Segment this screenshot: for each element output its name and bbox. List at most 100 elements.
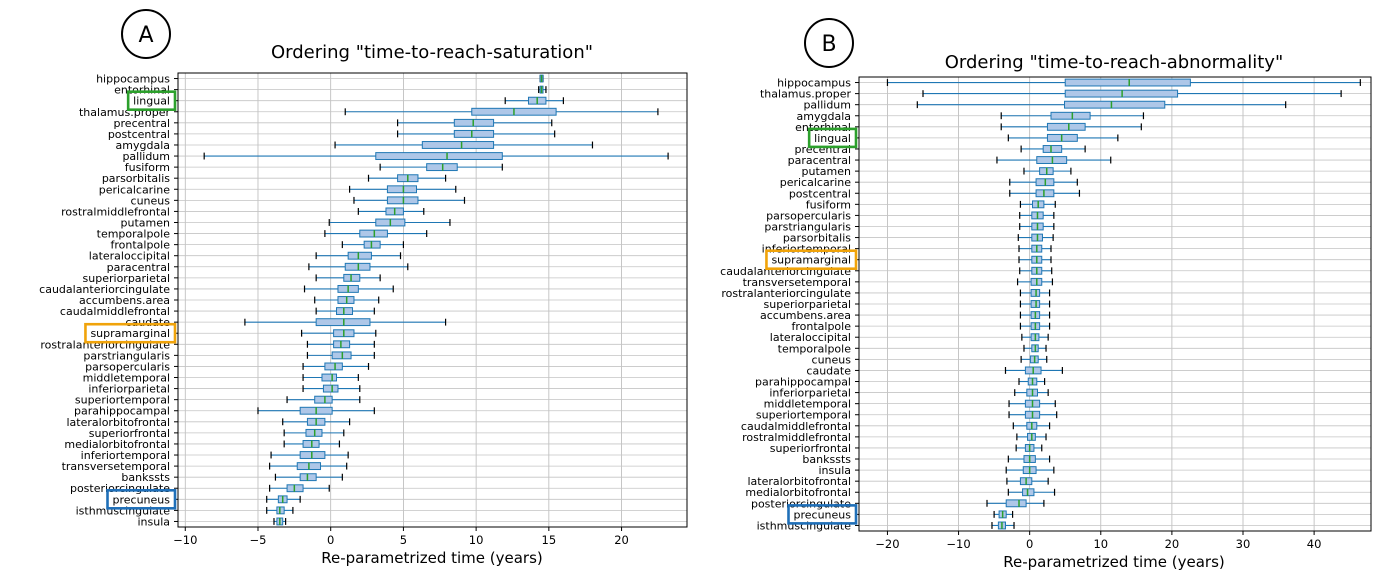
box-thalamus.proper (922, 89, 1342, 98)
chart-title: Ordering "time-to-reach-abnormality" (945, 52, 1283, 73)
row-label-lateralorbitofrontal: lateralorbitofrontal (748, 475, 852, 488)
row-label-postcentral: postcentral (108, 128, 170, 141)
x-tick-label: −5 (250, 533, 267, 547)
box-fusiform (379, 163, 503, 172)
box-iqr (321, 373, 338, 382)
x-tick-label: 40 (1307, 537, 1322, 551)
box-accumbens.area (1019, 311, 1051, 320)
row-label-pericalcarine: pericalcarine (780, 176, 852, 189)
box-caudalmiddlefrontal (1012, 421, 1051, 430)
box-parstriangularis (1019, 222, 1055, 231)
row-label-caudalmiddlefrontal: caudalmiddlefrontal (741, 420, 851, 433)
row-label-pericalcarine: pericalcarine (99, 183, 171, 196)
row-label-cuneus: cuneus (812, 353, 852, 366)
box-entorhinal (538, 85, 547, 94)
panel-a: A Ordering "time-to-reach-saturation" hipp… (39, 9, 688, 567)
x-tick-label: −10 (173, 533, 197, 547)
row-label-accumbens.area: accumbens.area (760, 309, 851, 322)
box-thalamus.proper (344, 107, 659, 116)
row-label-inferiorparietal: inferiorparietal (88, 383, 170, 396)
box-medialorbitofrontal (283, 440, 341, 448)
row-label-parsopercularis: parsopercularis (85, 360, 170, 373)
box-middletemporal (302, 373, 359, 382)
box-iqr (347, 251, 372, 260)
box-iqr (421, 141, 495, 149)
row-label-caudate: caudate (806, 364, 851, 377)
box-superiorparietal (315, 273, 381, 282)
x-tick-label: 20 (1165, 537, 1180, 551)
box-isthmuscingulate (991, 521, 1015, 530)
box-parsopercularis (302, 362, 370, 371)
x-tick-label: −10 (946, 537, 970, 551)
row-label-parsorbitalis: parsorbitalis (783, 232, 851, 245)
box-lateralorbitofrontal (282, 417, 351, 426)
box-iqr (324, 362, 343, 371)
box-transversetemporal (269, 462, 348, 471)
box-caudalanteriorcingulate (303, 284, 394, 293)
box-precentral (396, 118, 553, 127)
box-postcentral (1009, 189, 1081, 198)
box-iqr (386, 185, 418, 194)
row-label-supramarginal: supramarginal (90, 327, 170, 340)
row-label-medialorbitofrontal: medialorbitofrontal (64, 438, 170, 451)
row-label-inferiortemporal: inferiortemporal (81, 449, 170, 462)
box-parahippocampal (1018, 377, 1046, 386)
x-tick-label: 30 (1236, 537, 1251, 551)
row-label-bankssts: bankssts (121, 471, 170, 484)
row-label-medialorbitofrontal: medialorbitofrontal (745, 486, 851, 499)
box-rostralanteriorcingulate (1019, 288, 1051, 297)
box-pallidum (916, 100, 1287, 109)
box-middletemporal (1008, 399, 1056, 408)
row-label-superiorparietal: superiorparietal (764, 298, 851, 311)
row-label-parstriangularis: parstriangularis (83, 349, 170, 362)
row-label-temporalpole: temporalpole (778, 342, 852, 355)
box-amygdala (334, 141, 594, 149)
box-posteriorcingulate (986, 499, 1045, 508)
box-lingual (1007, 133, 1119, 142)
row-label-inferiortemporal: inferiortemporal (762, 243, 851, 256)
row-label-caudalanteriorcingulate: caudalanteriorcingulate (39, 283, 170, 296)
row-label-hippocampus: hippocampus (777, 77, 851, 90)
row-label-rostralmiddlefrontal: rostralmiddlefrontal (61, 205, 170, 218)
highlight-box-supramarginal (84, 322, 177, 344)
box-insula (1005, 466, 1055, 475)
highlight-box-lingual (807, 127, 858, 149)
row-label-paracentral: paracentral (788, 154, 851, 167)
row-label-parahippocampal: parahippocampal (74, 405, 170, 418)
box-caudalmiddlefrontal (315, 307, 375, 316)
box-medialorbitofrontal (1007, 488, 1056, 497)
box-insula (273, 517, 287, 526)
row-label-lateralorbitofrontal: lateralorbitofrontal (67, 416, 171, 429)
box-pallidum (203, 152, 669, 160)
box-iqr (1042, 145, 1063, 153)
highlight-box-lingual (126, 90, 177, 111)
box-inferiorparietal (302, 384, 361, 393)
box-putamen (328, 218, 451, 227)
row-label-parsopercularis: parsopercularis (766, 209, 851, 222)
row-label-pallidum: pallidum (803, 99, 851, 112)
box-entorhinal (1000, 122, 1142, 131)
row-label-accumbens.area: accumbens.area (79, 294, 170, 307)
box-paracentral (996, 156, 1112, 164)
box-rostralmiddlefrontal (1016, 432, 1047, 441)
x-tick-label: −20 (875, 537, 899, 551)
box-superiorfrontal (283, 428, 345, 437)
box-accumbens.area (314, 296, 380, 304)
row-label-insula: insula (818, 464, 851, 477)
box-parsorbitalis (367, 174, 447, 183)
x-tick-label: 5 (400, 533, 407, 547)
row-label-superiortemporal: superiortemporal (756, 409, 851, 422)
row-label-isthmuscingulate: isthmuscingulate (757, 519, 852, 532)
row-label-paracentral: paracentral (107, 261, 170, 274)
row-label-inferiorparietal: inferiorparietal (769, 387, 851, 400)
box-inferiortemporal (270, 451, 349, 459)
box-iqr (1005, 499, 1027, 508)
row-label-precuneus: precuneus (794, 508, 852, 521)
row-label-superiorfrontal: superiorfrontal (89, 427, 170, 440)
box-rostralmiddlefrontal (357, 207, 425, 216)
x-tick-label: 10 (1093, 537, 1108, 551)
box-lateralorbitofrontal (1006, 477, 1049, 486)
row-label-parstriangularis: parstriangularis (764, 220, 851, 233)
row-label-amygdala: amygdala (797, 110, 851, 123)
panel-label-circle (804, 18, 854, 68)
